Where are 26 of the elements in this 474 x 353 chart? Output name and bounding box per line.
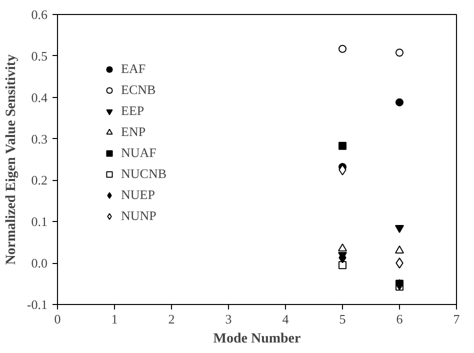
x-tick-label: 3	[225, 312, 232, 326]
x-tick-label: 0	[54, 312, 61, 326]
x-tick-label: 5	[339, 312, 346, 326]
x-tick-label: 2	[168, 312, 175, 326]
legend-label: ENP	[121, 124, 146, 140]
legend-label: NUCNB	[121, 166, 167, 182]
legend-label: NUEP	[121, 187, 155, 203]
x-axis-title: Mode Number	[213, 332, 301, 346]
legend-label: NUAF	[121, 145, 156, 161]
x-tick-label: 6	[396, 312, 404, 326]
legend-label: EAF	[121, 61, 146, 77]
x-tick-label: 7	[453, 312, 460, 326]
legend-label: NUNP	[121, 208, 156, 224]
y-axis-title: Normalized Eigen Value Sensitivity	[4, 54, 19, 265]
legend-label: EEP	[121, 103, 144, 119]
y-tick-label: 0.5	[31, 48, 48, 64]
y-tick-label: -0.1	[26, 297, 48, 312]
x-tick-label: 1	[111, 312, 118, 326]
y-tick-label: 0.1	[31, 214, 48, 230]
y-tick-label: 0.3	[31, 131, 48, 146]
y-tick-label: 0.6	[31, 7, 48, 22]
y-tick-label: 0.0	[31, 256, 48, 271]
x-tick-label: 4	[282, 312, 290, 326]
y-tick-label: 0.4	[31, 90, 48, 105]
legend-label: ECNB	[121, 82, 156, 98]
y-tick-label: 0.2	[31, 172, 48, 188]
